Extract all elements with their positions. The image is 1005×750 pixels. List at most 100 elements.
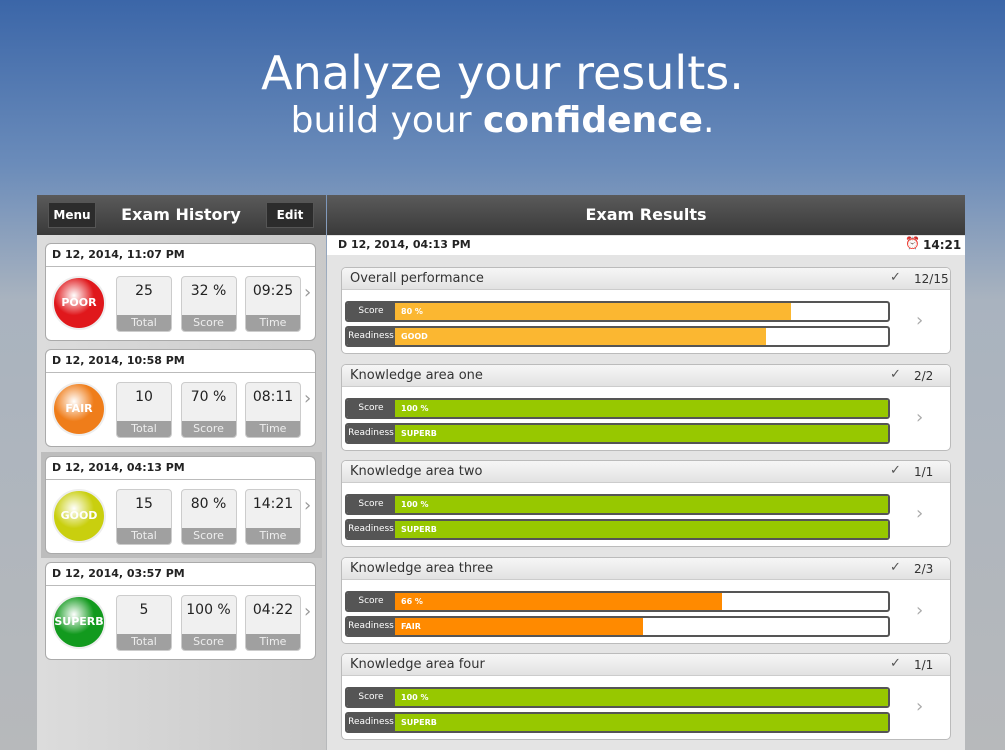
check-icon: ✓ xyxy=(890,366,901,382)
bar-track: Readiness GOOD xyxy=(345,326,890,347)
header-bar: Menu Exam History Edit xyxy=(37,195,326,235)
subheadline: build your confidence. xyxy=(0,100,1005,141)
stat-value: 100 % xyxy=(186,601,231,618)
rating-badge: FAIR xyxy=(52,382,106,437)
readiness-bar: SUPERB xyxy=(395,521,888,538)
area-title-bar xyxy=(342,461,950,483)
stat-value: 80 % xyxy=(190,495,227,512)
chevron: › xyxy=(304,282,312,303)
chevron: › xyxy=(916,696,924,717)
bar-label: Readiness xyxy=(347,714,395,731)
exam-date: D 12, 2014, 10:58 PM xyxy=(52,354,185,368)
score-bar: 100 % xyxy=(395,399,888,417)
stat-value: 25 xyxy=(135,283,153,299)
area-title-bar xyxy=(342,557,950,580)
area-section[interactable]: Knowledge area two ✓ 1/1 Score 100 % Readines… xyxy=(341,460,951,547)
stat-label: Time xyxy=(246,421,300,438)
check-icon: ✓ xyxy=(890,463,901,478)
stat-box: 14:21 Time xyxy=(245,488,301,545)
results-panel: Exam Results D 12, 2014, 04:13 PM ⏰ 14:21 Ov… xyxy=(327,195,965,750)
exam-card[interactable]: D 12, 2014, 03:57 PM SUPERB 5 Total 100 % Sco… xyxy=(45,561,316,660)
stat-label: Total xyxy=(117,315,171,331)
stat-label: Time xyxy=(246,315,300,331)
divider xyxy=(46,266,315,267)
stat-box: 80 % Score xyxy=(180,488,237,545)
bar-label: Score xyxy=(347,689,395,706)
headline: Analyze your results. xyxy=(261,46,744,100)
stat-value: 70 % xyxy=(190,389,227,406)
rating-badge: POOR xyxy=(52,276,106,330)
bar-label: Score xyxy=(347,496,395,513)
score-bar: 100 % xyxy=(395,496,888,513)
stat-box: 100 % Score xyxy=(180,594,237,651)
stat-label: Score xyxy=(181,421,236,438)
stat-label: Time xyxy=(246,633,300,650)
area-count: 12/15 xyxy=(914,272,949,286)
readiness-bar: GOOD xyxy=(395,328,767,345)
panel-title: Exam History xyxy=(121,205,241,224)
exam-date: D 12, 2014, 04:13 PM xyxy=(52,460,185,474)
chevron: › xyxy=(304,388,312,410)
exam-date: D 12, 2014, 11:07 PM xyxy=(52,248,185,261)
area-section[interactable]: Knowledge area one ✓ 2/2 Score 100 % Readines… xyxy=(341,363,951,451)
exam-card[interactable]: D 12, 2014, 10:58 PM FAIR 10 Total 70 % Score… xyxy=(45,349,316,448)
exam-card[interactable]: D 12, 2014, 04:13 PM GOOD 15 Total 80 % Score… xyxy=(45,455,316,554)
area-section[interactable]: Knowledge area four ✓ 1/1 Score 100 % Readine… xyxy=(341,653,951,740)
stat-box: 5 Total xyxy=(116,594,172,651)
readiness-bar: SUPERB xyxy=(395,714,888,731)
bar-label: Readiness xyxy=(347,617,395,635)
chevron: › xyxy=(304,600,312,622)
chevron: › xyxy=(916,503,924,524)
stat-box: 09:25 Time xyxy=(245,276,301,332)
stat-box: 15 Total xyxy=(116,488,172,545)
area-title: Knowledge area four xyxy=(350,657,485,672)
area-section[interactable]: Overall performance ✓ 12/15 Score 80 % Readin… xyxy=(341,267,951,354)
bar-track: Readiness SUPERB xyxy=(345,422,890,444)
stat-box: 08:11 Time xyxy=(245,382,301,439)
bar-label: Readiness xyxy=(347,328,395,345)
bar-track: Readiness SUPERB xyxy=(345,519,890,540)
menu-button[interactable]: Menu xyxy=(48,202,96,228)
chevron: › xyxy=(916,599,924,621)
stat-box: 32 % Score xyxy=(180,276,237,332)
alarm-icon: ⏰ xyxy=(905,236,920,250)
history-panel: Menu Exam History Edit D 12, 2014, 11:07 PM… xyxy=(37,195,326,750)
bar-track: Score 100 % xyxy=(345,687,890,708)
results-date: D 12, 2014, 04:13 PM xyxy=(338,238,471,251)
stat-label: Score xyxy=(181,633,236,650)
stat-value: 09:25 xyxy=(252,283,294,299)
exam-card[interactable]: D 12, 2014, 11:07 PM POOR 25 Total 32 % Score… xyxy=(45,243,316,341)
bar-track: Readiness SUPERB xyxy=(345,712,890,733)
area-count: 1/1 xyxy=(914,658,934,672)
stat-label: Score xyxy=(181,315,236,331)
chevron: › xyxy=(916,406,924,428)
area-title: Knowledge area two xyxy=(350,464,483,479)
area-title: Overall performance xyxy=(350,271,484,286)
check-icon: ✓ xyxy=(890,559,901,575)
chevron: › xyxy=(304,494,312,516)
emphasis: confidence xyxy=(482,100,703,141)
area-title-bar xyxy=(342,268,950,290)
area-title: Knowledge area three xyxy=(350,560,494,576)
text: build your xyxy=(290,100,483,141)
stat-value: 10 xyxy=(135,389,153,406)
stat-label: Total xyxy=(117,527,171,544)
bar-track: Score 100 % xyxy=(345,397,890,419)
bar-label: Readiness xyxy=(347,521,395,538)
area-section[interactable]: Knowledge area three ✓ 2/3 Score 66 % Readine… xyxy=(341,556,951,644)
bar-label: Score xyxy=(347,303,395,320)
text: . xyxy=(702,100,715,141)
area-count: 1/1 xyxy=(914,465,934,479)
divider xyxy=(46,372,315,374)
bar-track: Score 80 % xyxy=(345,301,890,322)
stat-label: Total xyxy=(117,421,171,438)
area-title: Knowledge area one xyxy=(350,367,483,383)
bar-label: Readiness xyxy=(347,424,395,442)
bar-label: Score xyxy=(347,399,395,417)
edit-button[interactable]: Edit xyxy=(266,202,314,228)
bar-track: Score 66 % xyxy=(345,590,890,612)
bar-track: Score 100 % xyxy=(345,494,890,515)
stat-box: 25 Total xyxy=(116,276,172,332)
stat-value: 04:22 xyxy=(252,601,294,618)
